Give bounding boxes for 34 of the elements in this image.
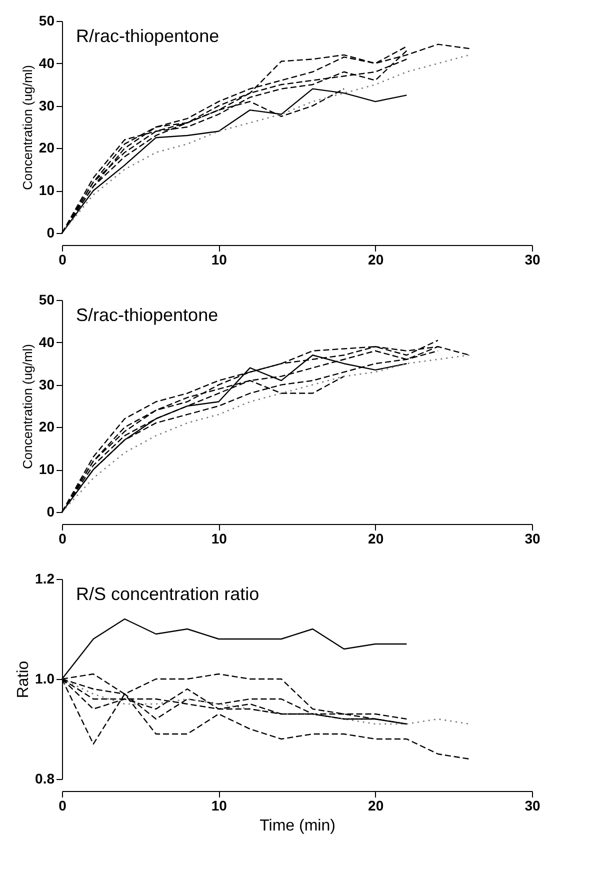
x-tick-label: 30 [524,530,540,546]
y-axis-title: Concentration (ug/ml) [20,344,35,469]
y-axis-title: Concentration (ug/ml) [20,65,35,190]
y-tick-label: 10 [38,182,55,198]
x-tick-label: 20 [368,252,384,268]
x-tick-label: 10 [211,252,228,268]
y-tick-label: 20 [38,418,55,435]
y-tick-label: 30 [38,97,55,114]
y-tick-label: 1.0 [35,670,55,686]
y-tick-label: 50 [38,12,55,28]
y-tick-label: 0 [46,224,55,240]
x-tick-label: 20 [368,530,384,546]
y-tick-label: 20 [38,140,55,156]
y-tick-label: 0 [46,504,55,520]
y-tick-label: 1.2 [35,570,55,586]
chart-title: R/rac-thiopentone [76,26,220,46]
y-tick-label: 40 [38,54,55,71]
x-tick-label: 10 [211,798,228,814]
x-tick-label: 0 [58,252,67,268]
x-axis-title: Time (min) [260,818,336,834]
y-tick-label: 30 [38,376,55,392]
y-tick-label: 10 [38,461,55,478]
y-axis-title: Ratio [15,660,32,698]
x-tick-label: 0 [58,530,67,546]
y-tick-label: 50 [38,292,55,308]
x-tick-label: 30 [524,798,540,814]
x-tick-label: 30 [524,252,540,268]
y-tick-label: 0.8 [35,770,55,786]
x-tick-label: 10 [211,530,228,546]
x-tick-label: 20 [368,798,384,814]
y-tick-label: 40 [38,334,55,350]
chart-title: R/S concentration ratio [76,584,260,604]
x-tick-label: 0 [58,798,67,814]
chart-title: S/rac-thiopentone [76,305,218,325]
